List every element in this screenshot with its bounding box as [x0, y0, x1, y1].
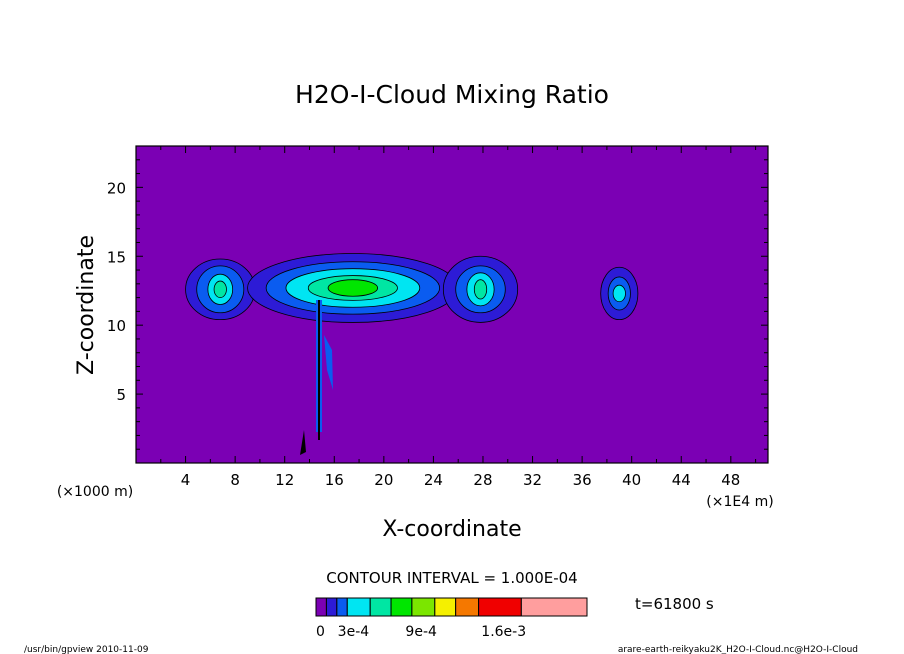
cell-x14-21 [247, 253, 459, 323]
cell-x39 [600, 266, 639, 321]
colorbar-swatch [315, 597, 327, 617]
x-tick-label: 36 [573, 471, 592, 489]
x-tick-label: 28 [473, 471, 492, 489]
x-axis-ticks: 4 8 12 16 20 24 28 32 36 40 44 48 [160, 146, 757, 489]
cell-x28 [442, 255, 519, 323]
y-tick-label: 5 [116, 386, 126, 404]
colorbar-swatch [520, 597, 588, 617]
x-tick-label: 16 [325, 471, 344, 489]
x-tick-label: 24 [424, 471, 443, 489]
x-tick-label: 48 [721, 471, 740, 489]
colorbar-label: 9e-4 [405, 624, 437, 640]
y-tick-label: 10 [107, 317, 126, 335]
cell-x7-level-4 [213, 280, 227, 299]
y-tick-label: 20 [107, 179, 126, 197]
chart-title: H2O-I-Cloud Mixing Ratio [295, 80, 609, 109]
colorbar-swatch [478, 597, 522, 617]
colorbar [315, 597, 588, 617]
colorbar-label: 1.6e-3 [481, 624, 526, 640]
time-label: t=61800 s [635, 595, 714, 613]
footer-left: /usr/bin/gpview 2010-11-09 [24, 645, 149, 654]
x-tick-label: 8 [230, 471, 240, 489]
colorbar-swatch [336, 597, 348, 617]
colorbar-label: 3e-4 [338, 624, 370, 640]
plot-frame [135, 145, 769, 464]
y-tick-label: 15 [107, 248, 126, 266]
x-unit-left: (×1000 m) [57, 484, 133, 500]
contour-interval-label: CONTOUR INTERVAL = 1.000E-04 [326, 569, 577, 587]
colorbar-swatch [346, 597, 371, 617]
colorbar-label: 0 [316, 624, 325, 640]
cell-x14-21-level-5 [327, 279, 379, 297]
contour-cells [185, 253, 639, 323]
x-tick-label: 12 [275, 471, 294, 489]
cell-x28-level-4 [473, 279, 488, 300]
cell-x7 [185, 258, 256, 321]
updraft-column [300, 300, 333, 455]
x-tick-label: 20 [374, 471, 393, 489]
y-axis-label: Z-coordinate [74, 235, 99, 375]
colorbar-swatch [455, 597, 480, 617]
x-tick-label: 32 [523, 471, 542, 489]
x-axis-label: X-coordinate [382, 517, 521, 542]
footer-right: arare-earth-reikyaku2K_H2O-I-Cloud.nc@H2… [618, 645, 858, 654]
y-axis-ticks: 5 10 15 20 [107, 159, 768, 450]
colorbar-swatch [369, 597, 392, 617]
cell-x39-level-3 [612, 284, 626, 303]
x-tick-label: 40 [622, 471, 641, 489]
colorbar-swatch [434, 597, 457, 617]
x-tick-label: 44 [672, 471, 691, 489]
colorbar-swatch [390, 597, 413, 617]
colorbar-swatch [411, 597, 436, 617]
x-tick-label: 4 [181, 471, 191, 489]
x-unit-right: (×1E4 m) [706, 494, 773, 510]
colorbar-labels: 0 3e-4 9e-4 1.6e-3 [316, 624, 526, 640]
colorbar-swatch [325, 597, 338, 617]
